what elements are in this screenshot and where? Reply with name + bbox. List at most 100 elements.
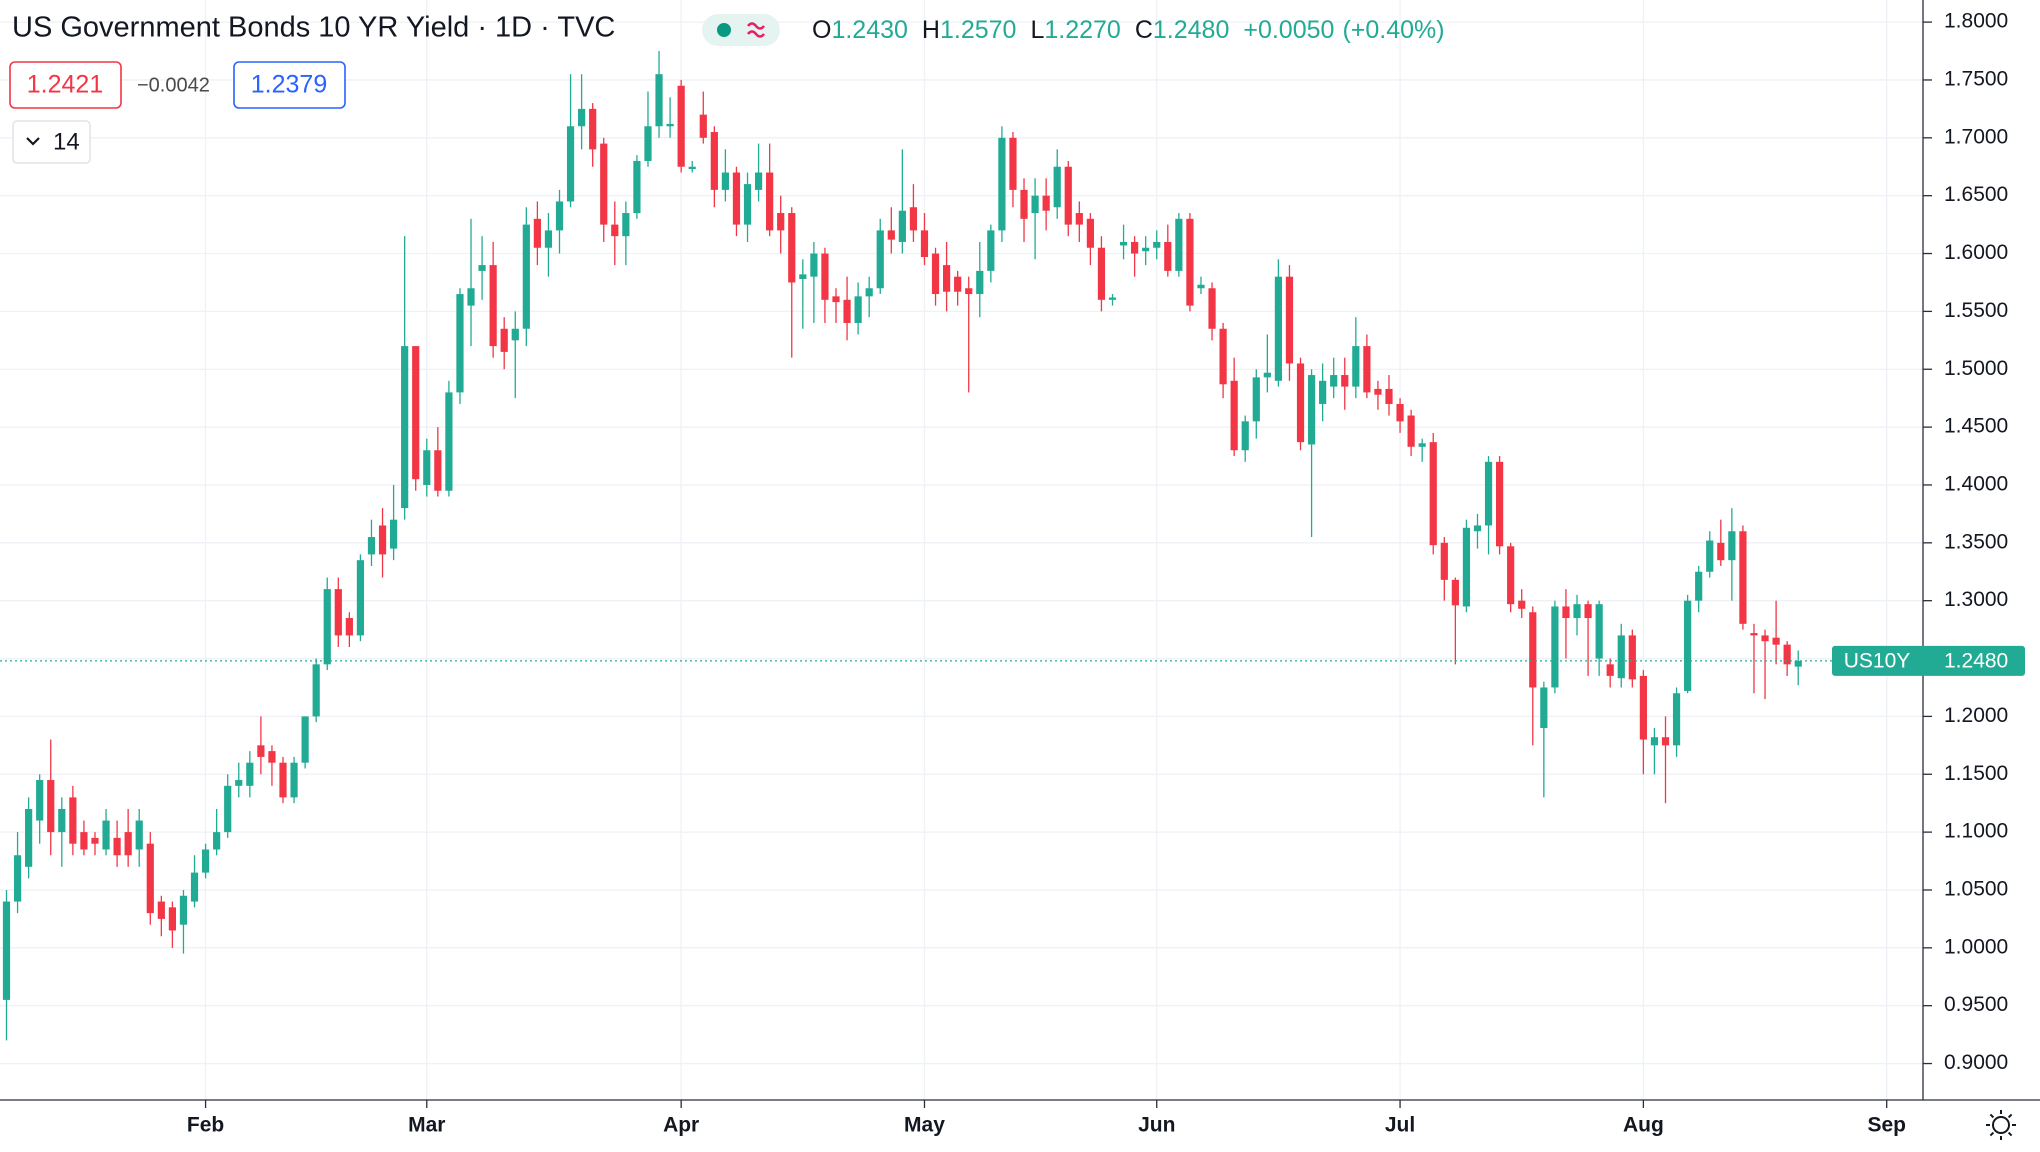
candle-body bbox=[578, 108, 586, 127]
y-tick-label: 1.7000 bbox=[1944, 125, 2008, 148]
candle-body bbox=[1352, 346, 1360, 387]
candle-body bbox=[190, 872, 199, 902]
sell-button[interactable] bbox=[9, 61, 122, 109]
candle-body bbox=[777, 213, 785, 231]
candle-body bbox=[732, 172, 741, 225]
candle-body bbox=[1330, 375, 1338, 387]
candle-body bbox=[655, 74, 663, 127]
candle-body bbox=[168, 907, 176, 931]
ohlc-key: H bbox=[922, 16, 940, 44]
candle-body bbox=[1529, 612, 1537, 688]
candle-body bbox=[467, 288, 475, 306]
status-pill bbox=[702, 14, 780, 46]
candle-body bbox=[1175, 218, 1183, 271]
candle-body bbox=[754, 172, 763, 190]
settings-icon-ring[interactable] bbox=[1992, 1116, 2010, 1134]
candle-body bbox=[1562, 606, 1570, 619]
ohlc-key: L bbox=[1030, 16, 1044, 44]
candle-body bbox=[1496, 461, 1504, 547]
candle-body bbox=[876, 230, 884, 289]
candle-body bbox=[589, 108, 597, 150]
candle-body bbox=[1385, 388, 1393, 404]
candle-body bbox=[1772, 637, 1780, 645]
ohlc-values: O1.2430 H1.2570 L1.2270 C1.2480 +0.0050 (+0.4… bbox=[812, 16, 1445, 44]
buy-price[interactable]: 1.2379 bbox=[251, 71, 327, 99]
chevron-icon[interactable] bbox=[26, 137, 40, 146]
settings-icon[interactable] bbox=[1986, 1110, 2016, 1140]
candle-body bbox=[1296, 363, 1305, 443]
candle-body bbox=[1750, 633, 1758, 636]
candle-body bbox=[1761, 635, 1769, 642]
y-tick-label: 1.7500 bbox=[1944, 68, 2008, 91]
candle-body bbox=[412, 346, 420, 480]
candle-body bbox=[456, 294, 464, 393]
candle-body bbox=[224, 785, 232, 833]
y-tick-label: 1.1000 bbox=[1944, 820, 2008, 843]
candle-body bbox=[434, 450, 442, 491]
candle-body bbox=[1319, 380, 1327, 404]
candle-body bbox=[157, 901, 165, 919]
candle-body bbox=[1119, 241, 1128, 246]
candle-body bbox=[1551, 606, 1559, 688]
candle-body bbox=[312, 664, 320, 717]
candle-body bbox=[1086, 218, 1094, 248]
overlay: US Government Bonds 10 YR Yield · 1D · T… bbox=[0, 12, 2025, 1140]
candle-body bbox=[1042, 195, 1050, 211]
candle-body bbox=[445, 392, 453, 491]
y-tick-label: 1.0000 bbox=[1944, 935, 2008, 958]
candle-body bbox=[257, 745, 265, 757]
candle-body bbox=[2, 901, 11, 1000]
change: +0.0050 bbox=[1243, 16, 1334, 44]
candle-body bbox=[489, 265, 497, 347]
x-tick-label: Apr bbox=[663, 1114, 699, 1137]
x-tick-label: May bbox=[904, 1114, 945, 1137]
candle-body bbox=[102, 820, 110, 850]
candle-body bbox=[943, 265, 951, 292]
indicator-length[interactable]: 14 bbox=[53, 128, 80, 155]
candle-body bbox=[788, 213, 796, 283]
candle-body bbox=[688, 166, 696, 170]
candle-body bbox=[965, 288, 973, 295]
last-price-label: 1.2480 bbox=[1944, 649, 2008, 672]
candle-body bbox=[843, 299, 851, 323]
y-tick-label: 1.8000 bbox=[1944, 10, 2008, 33]
candle-body bbox=[1617, 635, 1625, 679]
candle-body bbox=[611, 224, 619, 237]
candle-body bbox=[1031, 195, 1039, 214]
candle-body bbox=[909, 207, 918, 231]
candle-body bbox=[1584, 604, 1592, 619]
candle-body bbox=[500, 328, 508, 352]
candle-body bbox=[356, 560, 365, 636]
candle-body bbox=[1108, 297, 1117, 300]
candle-body bbox=[1020, 189, 1028, 219]
candles bbox=[2, 51, 1802, 1041]
candle-body bbox=[290, 762, 298, 798]
candle-body bbox=[1153, 241, 1161, 248]
market-status-icon bbox=[717, 23, 731, 37]
candle-body bbox=[644, 126, 652, 161]
x-tick-label: Sep bbox=[1867, 1114, 1906, 1137]
candle-body bbox=[954, 276, 962, 292]
settings-icon-rays[interactable] bbox=[1986, 1110, 2016, 1140]
candle-body bbox=[146, 843, 154, 914]
candle-body bbox=[865, 288, 873, 297]
candle-body bbox=[1186, 218, 1194, 306]
candle-body bbox=[1131, 241, 1139, 254]
ohlc-value: 1.2270 bbox=[1044, 16, 1120, 44]
ohlc-key: C bbox=[1135, 16, 1153, 44]
ohlc-key: O bbox=[812, 16, 831, 44]
candle-body bbox=[235, 780, 243, 786]
y-tick-label: 1.4500 bbox=[1944, 415, 2008, 438]
candle-body bbox=[1650, 737, 1659, 746]
candle-body bbox=[600, 143, 608, 225]
x-tick-label: Jun bbox=[1138, 1114, 1175, 1137]
buy-button[interactable] bbox=[233, 61, 346, 109]
sell-price[interactable]: 1.2421 bbox=[27, 71, 103, 99]
candle-body bbox=[268, 751, 276, 763]
y-tick-label: 1.6500 bbox=[1944, 183, 2008, 206]
candle-body bbox=[544, 230, 553, 248]
candle-body bbox=[1473, 525, 1482, 532]
candle-body bbox=[1418, 443, 1426, 447]
indicator-toggle[interactable] bbox=[12, 120, 91, 164]
